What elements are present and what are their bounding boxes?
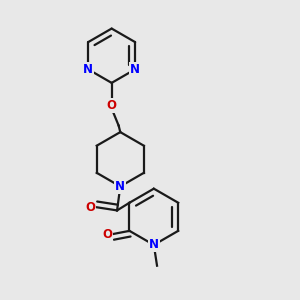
Text: O: O	[102, 228, 112, 241]
Text: N: N	[83, 63, 93, 76]
Text: N: N	[149, 238, 159, 251]
Text: O: O	[85, 201, 96, 214]
Text: O: O	[106, 99, 117, 112]
Text: N: N	[130, 63, 140, 76]
Text: N: N	[115, 180, 125, 193]
